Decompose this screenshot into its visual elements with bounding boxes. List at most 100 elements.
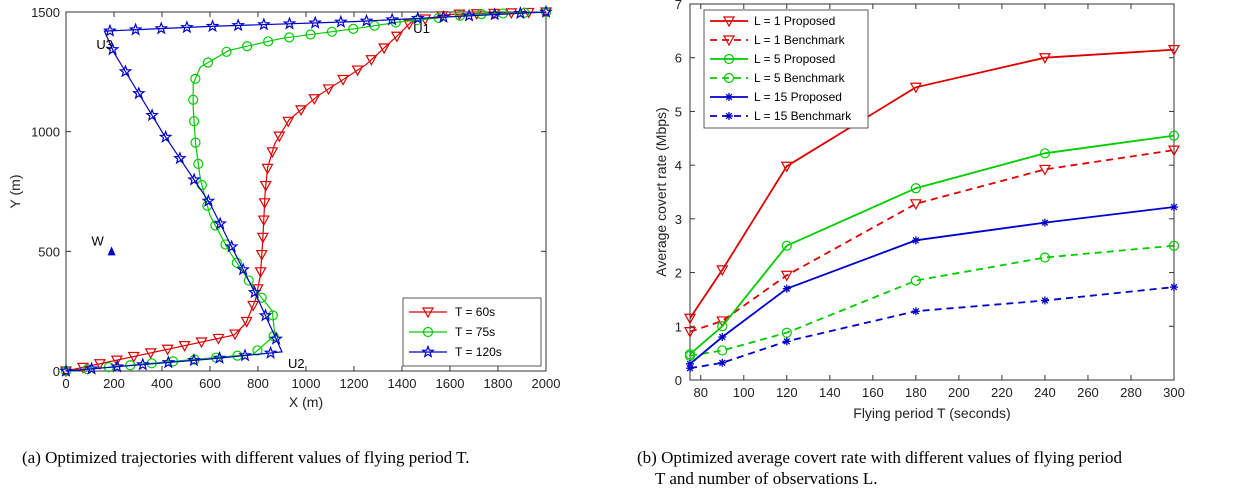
data-point [910,275,921,286]
marker-shape [256,232,269,244]
marker-shape [723,72,735,84]
y-tick-label: 5 [675,104,682,119]
marker-shape [161,355,176,369]
marker-shape [1039,252,1051,263]
data-point [410,11,425,25]
marker-shape [282,16,297,30]
data-point [103,23,117,37]
marker-shape [783,338,791,345]
marker-shape [716,316,729,328]
marker-shape [718,333,726,341]
marker-shape [453,9,466,21]
marker-shape [910,275,921,286]
marker-shape [212,350,227,364]
data-point [1167,45,1181,56]
series-l-15-benchmark [686,283,1178,373]
marker-shape [1167,45,1181,56]
data-point [780,270,793,282]
data-point [1040,218,1049,227]
x-tick-label: 180 [905,385,927,400]
marker-shape [187,172,201,186]
marker-shape [201,193,216,207]
x-tick-label: 1200 [340,376,369,391]
marker-shape [221,46,232,57]
marker-shape [780,270,793,282]
data-point [247,300,260,312]
x-tick-label: 600 [199,376,221,391]
data-point [717,345,728,356]
data-point [128,22,143,36]
marker-shape [1038,164,1051,176]
data-point [476,9,487,20]
marker-shape [205,19,220,33]
marker-shape [722,16,736,28]
legend-label: T = 75s [455,325,495,339]
x-tick-label: 300 [1163,385,1185,400]
x-axis-label: X (m) [289,394,323,410]
marker-shape [212,333,225,345]
series-l-1-benchmark [683,145,1181,338]
series-t-75s [60,6,552,377]
marker-shape [257,215,270,227]
marker-shape [282,116,295,128]
marker-shape [436,9,451,23]
marker-shape [683,313,697,325]
data-point [1168,240,1180,251]
marker-shape [476,9,487,20]
data-point [911,236,920,245]
marker-shape [725,112,733,120]
point-label: U2 [288,356,305,371]
data-point [131,86,146,100]
data-point [1168,130,1180,141]
data-point [403,19,416,31]
legend-marker [421,307,435,319]
marker-shape [173,151,187,165]
covert-rate-chart: 80 100 120 140 160 180 200 220 240 260 280 300 0 1 2 3 4… [653,0,1185,421]
y-tick-label: 0 [675,373,682,388]
data-point [1039,148,1051,159]
marker-shape [716,265,729,277]
data-point [308,94,321,106]
data-point [224,239,239,253]
data-point [190,137,201,148]
marker-shape [1041,297,1049,304]
marker-shape [103,23,117,37]
point-label: U1 [413,21,430,36]
marker-shape [909,82,922,94]
data-point [118,64,133,78]
marker-shape [421,307,435,319]
marker-shape [236,262,250,276]
data-point [284,32,295,43]
data-point [238,348,252,362]
marker-shape [421,344,435,358]
data-point [193,158,204,169]
data-point [127,351,140,363]
data-point [190,73,201,84]
data-point [539,4,553,18]
marker-shape [59,363,73,377]
data-point [911,307,920,316]
caption-b-line1: (b) Optimized average covert rate with d… [637,448,1122,467]
data-point [242,41,253,52]
data-point [1039,252,1051,263]
data-point [240,316,253,328]
marker-shape [1041,219,1049,226]
x-tick-label: 140 [819,385,841,400]
marker-shape [1168,130,1180,141]
data-point [161,355,176,369]
series-t-120s [59,4,553,377]
marker-shape [378,43,391,55]
point-label: W [91,233,104,248]
marker-shape [539,4,553,18]
marker-shape [359,13,374,27]
marker-shape [780,161,793,173]
series-t-60s [59,7,553,378]
data-point [257,215,270,227]
data-point [173,151,187,165]
data-point [295,105,308,117]
marker-shape [224,239,239,253]
data-point [718,333,727,342]
marker-shape [240,316,253,328]
y-tick-label: 2 [675,266,682,281]
marker-shape [1167,145,1181,157]
